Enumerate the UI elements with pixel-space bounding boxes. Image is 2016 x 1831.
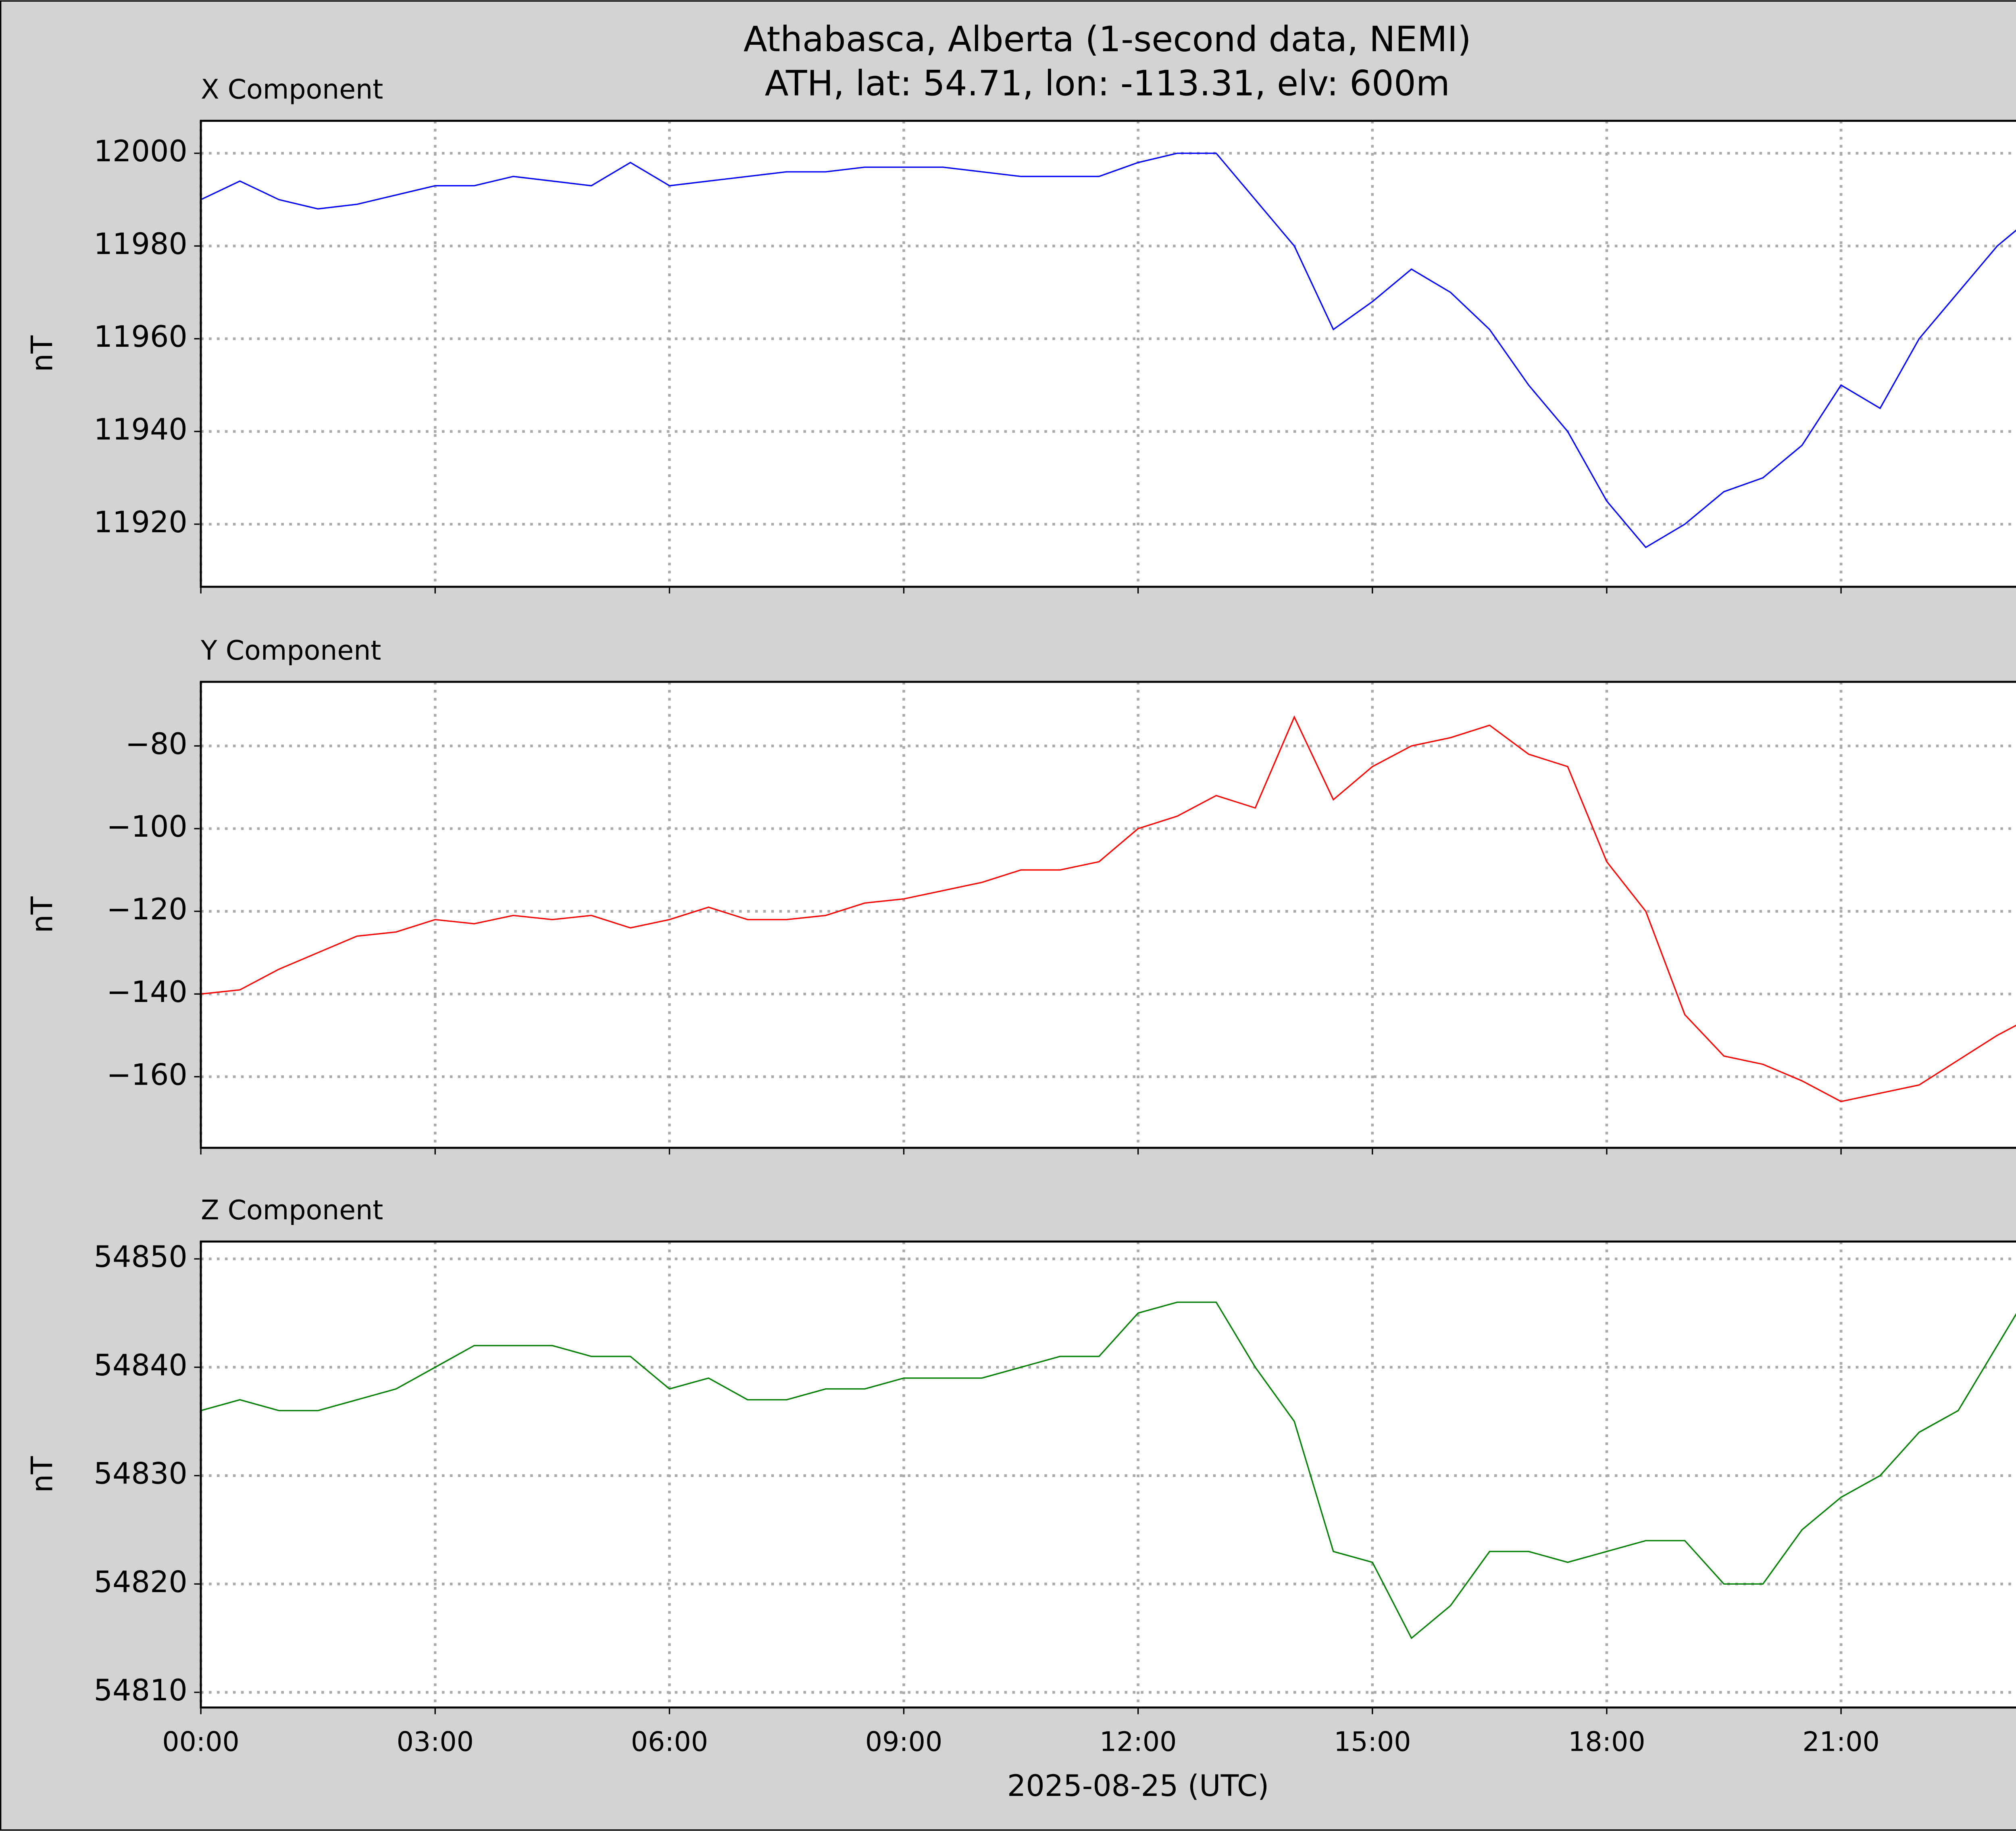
x-axis-label: 2025-08-25 (UTC) [1007,1769,1269,1803]
plot-frame [200,1240,2016,1709]
x-tick-label: 12:00 [1100,1726,1177,1757]
y-tick-label: 54820 [94,1565,187,1599]
y-axis-label: nT [25,1456,60,1493]
y-tick-label: −100 [106,810,187,844]
y-tick-label: 12000 [94,134,187,169]
y-tick-label: 54850 [94,1240,187,1274]
y-tick-label: 11920 [94,505,187,540]
y-tick-label: −120 [106,892,187,927]
panel-title: Y Component [200,635,381,666]
panel-title: X Component [201,74,383,105]
plot-frame [200,120,2016,588]
x-tick-label: 21:00 [1802,1726,1879,1757]
x-tick-label: 09:00 [865,1726,942,1757]
y-tick-label: −160 [106,1058,187,1092]
x-tick-label: 15:00 [1334,1726,1411,1757]
x-tick-label: 06:00 [631,1726,708,1757]
y-tick-label: 54840 [94,1348,187,1383]
y-tick-label: 54830 [94,1457,187,1491]
x-tick-label: 03:00 [397,1726,474,1757]
y-tick-label: 54810 [94,1673,187,1708]
panel-title: Z Component [201,1194,383,1226]
x-tick-label: 00:00 [162,1726,239,1757]
y-axis-label: nT [25,896,60,933]
y-tick-label: 11960 [94,320,187,354]
data-line [200,1301,2016,1639]
y-tick-label: 11940 [94,412,187,447]
y-axis-label: nT [25,335,60,372]
plot-area [201,121,2016,587]
figure-subtitle: ATH, lat: 54.71, lon: -113.31, elv: 600m [765,64,1450,104]
plot-area [201,682,2016,1148]
data-line [200,715,2016,1102]
x-tick-label: 18:00 [1568,1726,1645,1757]
data-line [200,152,2016,548]
y-tick-label: −140 [106,975,187,1009]
y-tick-label: 11980 [94,227,187,261]
figure-title: Athabasca, Alberta (1-second data, NEMI) [744,19,1471,60]
y-tick-label: −80 [125,727,187,761]
plot-frame [200,681,2016,1149]
